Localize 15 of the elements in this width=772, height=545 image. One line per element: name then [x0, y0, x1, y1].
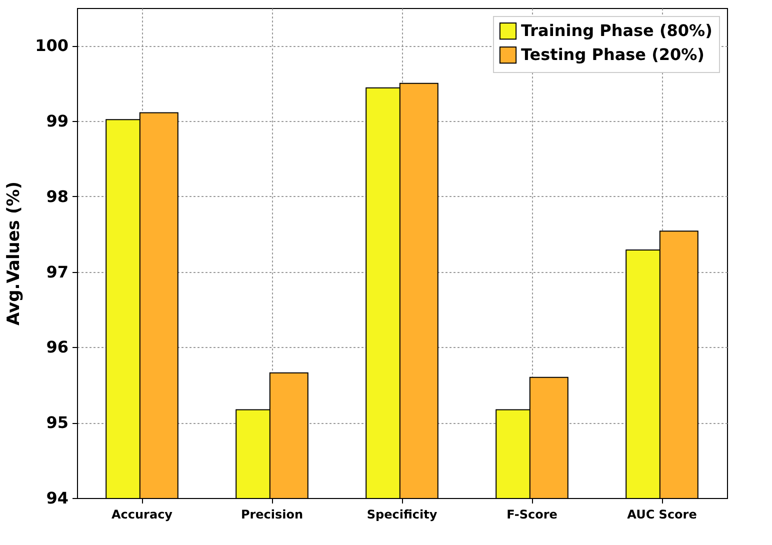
legend-label: Testing Phase (20%): [521, 45, 704, 64]
y-axis-title: Avg.Values (%): [4, 181, 24, 326]
y-tick-label: 99: [46, 112, 68, 131]
x-tick-label: Accuracy: [111, 508, 173, 522]
x-tick-label: Precision: [240, 508, 304, 522]
x-tick-label: AUC Score: [627, 508, 697, 522]
x-tick-label: F-Score: [506, 508, 558, 522]
y-tick-label: 94: [46, 488, 68, 508]
y-tick-label: 95: [46, 413, 68, 432]
y-tick-label: 97: [46, 262, 68, 282]
legend-label: Training Phase (80%): [521, 21, 712, 40]
x-tick-label: Specificity: [366, 508, 438, 522]
y-tick-label: 98: [46, 186, 68, 206]
y-tick-label: 96: [46, 338, 68, 357]
y-tick-label: 100: [35, 36, 68, 56]
